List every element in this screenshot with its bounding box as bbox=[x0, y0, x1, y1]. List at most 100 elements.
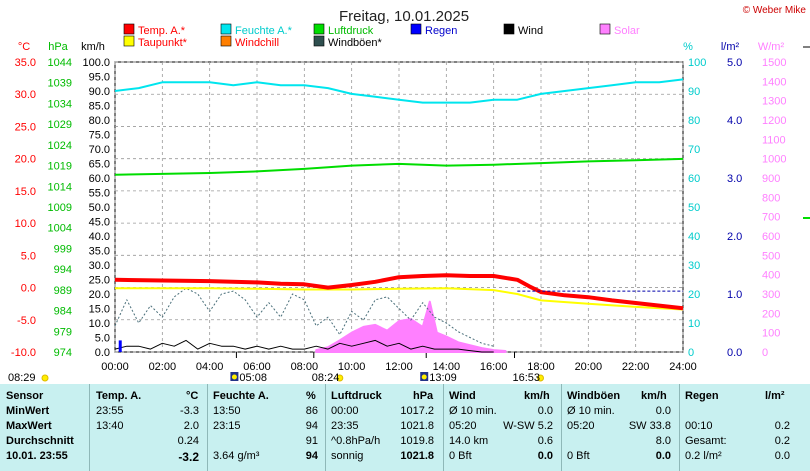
stats-table: Sensor Temp. A. °C Feuchte A. % Luftdruc… bbox=[0, 384, 810, 471]
legend-label: Windböen* bbox=[328, 37, 383, 49]
stats-divider bbox=[325, 384, 326, 471]
humidity-tick-label: 30 bbox=[688, 260, 700, 272]
header-gust: Windböen bbox=[567, 390, 621, 402]
series-line-feuchtea bbox=[114, 78, 684, 104]
humidity-axis-title: % bbox=[683, 41, 693, 53]
header-rain: Regen bbox=[685, 390, 719, 402]
series-line-windben bbox=[114, 287, 494, 347]
stats-cell-hum-time: 3.64 g/m³ bbox=[213, 450, 260, 462]
x-tick-label: 24:00 bbox=[669, 361, 697, 373]
stats-cell-hum-time: 13:50 bbox=[213, 405, 241, 417]
stats-cell-temp-time: 23:55 bbox=[96, 405, 124, 417]
stats-row: MaxWert 13:40 2.0 23:15 94 23:35 1021.8 05:20 W-… bbox=[0, 420, 810, 435]
legend-swatch bbox=[220, 23, 232, 35]
pressure-tick-label: 1029 bbox=[48, 119, 72, 131]
stats-cell-press-time: ^0.8hPa/h bbox=[331, 435, 381, 447]
pressure-tick-label: 979 bbox=[54, 326, 72, 338]
header-humidity: Feuchte A. bbox=[213, 390, 269, 402]
pressure-tick-label: 984 bbox=[54, 306, 72, 318]
moon-icon-glyph bbox=[421, 374, 427, 380]
solar-tick-label: 1300 bbox=[762, 96, 786, 108]
series-line-luftdruck bbox=[114, 157, 684, 176]
solar-tick-label: 1000 bbox=[762, 154, 786, 166]
wind-tick-label: 0.0 bbox=[95, 347, 110, 359]
stats-row: 10.01. 23:55 -3.2 3.64 g/m³ 94 sonnig 1021.8 0… bbox=[0, 450, 810, 465]
pressure-tick-label: 1024 bbox=[48, 140, 72, 152]
rain-tick-label: 0.0 bbox=[727, 347, 742, 359]
stats-cell-gust-note: 0 Bft bbox=[567, 450, 590, 462]
solar-tick-label: 1200 bbox=[762, 115, 786, 127]
sun-event-label: 05:08 bbox=[239, 372, 267, 384]
temp-tick-label: 30.0 bbox=[15, 89, 36, 101]
pressure-tick-label: 1034 bbox=[48, 98, 72, 110]
wind-axis-title: km/h bbox=[81, 41, 105, 53]
rain-axis-title: l/m² bbox=[721, 41, 740, 53]
solar-tick-label: 400 bbox=[762, 270, 780, 282]
pressure-tick-label: 999 bbox=[54, 243, 72, 255]
stats-cell-gust-note: 05:20 bbox=[567, 420, 595, 432]
x-tick-label: 02:00 bbox=[149, 361, 177, 373]
stats-cell-wind-dir: W-SW 5.2 bbox=[503, 420, 553, 432]
pressure-tick-label: 1009 bbox=[48, 202, 72, 214]
sun-event-label: 08:24 bbox=[312, 372, 340, 384]
wind-tick-label: 60.0 bbox=[89, 173, 110, 185]
sun-icon bbox=[536, 374, 544, 382]
wind-tick-label: 30.0 bbox=[89, 260, 110, 272]
pressure-tick-label: 1004 bbox=[48, 223, 72, 235]
wind-tick-label: 35.0 bbox=[89, 246, 110, 258]
wind-tick-label: 90.0 bbox=[89, 86, 110, 98]
stats-cell-gust-val: 0.0 bbox=[655, 450, 671, 462]
stats-cell-gust-dir: SW 33.8 bbox=[628, 420, 671, 432]
legend-label: Solar bbox=[614, 25, 640, 37]
humidity-tick-label: 20 bbox=[688, 289, 700, 301]
x-tick-label: 08:00 bbox=[291, 361, 319, 373]
humidity-tick-label: 90 bbox=[688, 86, 700, 98]
stats-cell-press-time: sonnig bbox=[331, 450, 364, 462]
wind-tick-label: 50.0 bbox=[89, 202, 110, 214]
x-tick-label: 14:00 bbox=[433, 361, 461, 373]
legend-swatch bbox=[410, 23, 422, 35]
humidity-tick-label: 0 bbox=[688, 347, 694, 359]
x-tick-label: 06:00 bbox=[243, 361, 271, 373]
rain-tick-label: 5.0 bbox=[727, 57, 742, 69]
wind-tick-label: 10.0 bbox=[89, 318, 110, 330]
solar-tick-label: 600 bbox=[762, 231, 780, 243]
pressure-tick-label: 1019 bbox=[48, 161, 72, 173]
solar-tick-label: 0 bbox=[762, 347, 768, 359]
temp-tick-label: 35.0 bbox=[15, 57, 36, 69]
wind-tick-label: 65.0 bbox=[89, 159, 110, 171]
solar-axis-title: W/m² bbox=[758, 41, 785, 53]
pressure-tick-label: 1039 bbox=[48, 78, 72, 90]
humidity-tick-label: 60 bbox=[688, 173, 700, 185]
stats-cell-press-val: 1021.8 bbox=[400, 420, 434, 432]
stats-cell-wind-note: 05:20 bbox=[449, 420, 477, 432]
header-rain-unit: l/m² bbox=[765, 390, 785, 402]
legend-label: Wind bbox=[518, 25, 543, 37]
header-pressure-unit: hPa bbox=[413, 390, 434, 402]
stats-row: Durchschnitt 0.24 91 ^0.8hPa/h 1019.8 14.0 km… bbox=[0, 435, 810, 450]
pressure-tick-label: 1044 bbox=[48, 57, 72, 69]
x-tick-label: 00:00 bbox=[101, 361, 129, 373]
legend-label: Feuchte A.* bbox=[235, 25, 293, 37]
humidity-tick-label: 10 bbox=[688, 318, 700, 330]
wind-tick-label: 85.0 bbox=[89, 101, 110, 113]
legend-label: Taupunkt* bbox=[138, 37, 188, 49]
stats-cell-press-time: 23:35 bbox=[331, 420, 359, 432]
humidity-tick-label: 50 bbox=[688, 202, 700, 214]
solar-tick-label: 100 bbox=[762, 328, 780, 340]
stats-cell-label: 10.01. 23:55 bbox=[6, 450, 68, 462]
stats-cell-wind-val: 0.0 bbox=[537, 450, 553, 462]
humidity-tick-label: 80 bbox=[688, 115, 700, 127]
rain-tick-label: 4.0 bbox=[727, 115, 742, 127]
legend-label: Regen bbox=[425, 25, 457, 37]
wind-tick-label: 100.0 bbox=[82, 57, 110, 69]
temp-tick-label: 5.0 bbox=[21, 250, 36, 262]
stats-cell-press-val: 1019.8 bbox=[400, 435, 434, 447]
series-line-solar bbox=[315, 300, 507, 353]
pressure-tick-label: 1014 bbox=[48, 181, 72, 193]
stats-cell-press-val: 1017.2 bbox=[400, 405, 434, 417]
legend-swatch bbox=[313, 23, 325, 35]
temp-tick-label: -10.0 bbox=[11, 347, 36, 359]
stats-cell-label: Durchschnitt bbox=[6, 435, 74, 447]
x-tick-label: 18:00 bbox=[527, 361, 555, 373]
